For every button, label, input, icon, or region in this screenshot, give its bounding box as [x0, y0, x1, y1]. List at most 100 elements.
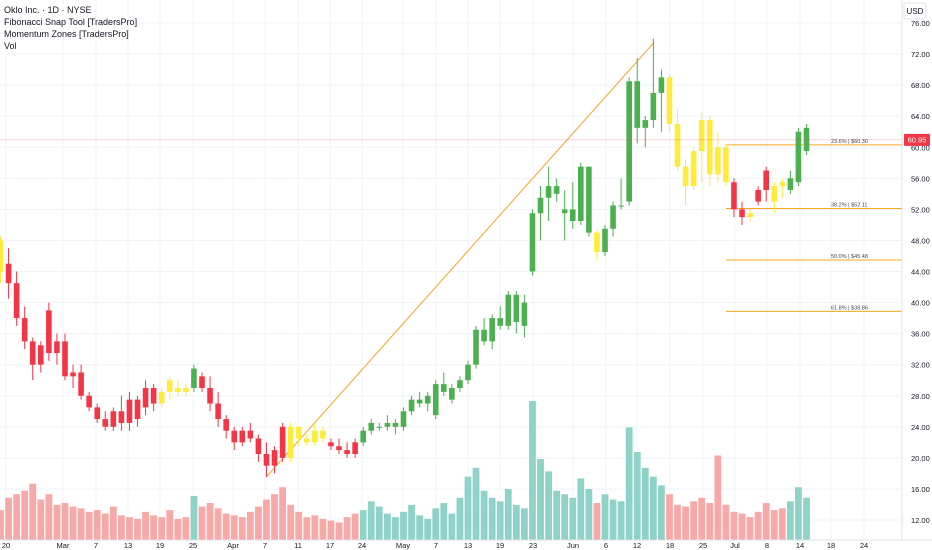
candle[interactable] [803, 123, 810, 156]
candle[interactable] [38, 341, 44, 373]
candle[interactable] [626, 77, 632, 206]
candle[interactable] [247, 422, 254, 443]
candle[interactable] [521, 294, 528, 338]
candle[interactable] [199, 372, 205, 392]
candle[interactable] [207, 376, 213, 412]
candle[interactable] [674, 108, 681, 171]
candle[interactable] [336, 438, 342, 454]
candle[interactable] [295, 426, 302, 447]
candle[interactable] [489, 314, 495, 350]
candle[interactable] [416, 391, 423, 408]
candle[interactable] [666, 73, 673, 132]
candle[interactable] [658, 69, 665, 132]
candle[interactable] [21, 306, 28, 350]
candle[interactable] [449, 384, 455, 404]
candle[interactable] [747, 209, 753, 222]
candle[interactable] [352, 438, 358, 458]
candle[interactable] [312, 422, 318, 447]
candle[interactable] [368, 419, 375, 435]
candle[interactable] [561, 189, 568, 241]
candlesticks[interactable] [0, 38, 810, 478]
candle[interactable] [78, 364, 84, 400]
candle[interactable] [0, 236, 4, 284]
candle[interactable] [432, 380, 439, 420]
candle[interactable] [441, 372, 447, 396]
currency-button[interactable] [903, 2, 927, 20]
candle[interactable] [263, 442, 270, 478]
candle[interactable] [473, 325, 479, 369]
candle[interactable] [682, 158, 689, 206]
candle[interactable] [166, 376, 173, 400]
candle[interactable] [763, 166, 769, 202]
candle[interactable] [384, 415, 391, 431]
candle[interactable] [723, 143, 729, 187]
candle[interactable] [175, 380, 181, 396]
candle[interactable] [376, 422, 383, 431]
candle[interactable] [618, 178, 624, 210]
candle[interactable] [513, 290, 520, 334]
candle[interactable] [698, 112, 705, 183]
candle[interactable] [706, 116, 713, 187]
candle[interactable] [457, 376, 463, 392]
candle[interactable] [303, 434, 310, 447]
candle[interactable] [690, 147, 697, 190]
candle[interactable] [134, 395, 141, 427]
candle[interactable] [529, 209, 536, 276]
candle[interactable] [279, 422, 286, 462]
candle[interactable] [183, 384, 189, 396]
candle[interactable] [158, 387, 165, 408]
candle[interactable] [578, 162, 584, 225]
candle[interactable] [287, 422, 294, 462]
candle[interactable] [86, 391, 92, 412]
candle[interactable] [29, 337, 36, 381]
candle[interactable] [497, 306, 504, 330]
candle[interactable] [54, 333, 60, 365]
candle[interactable] [392, 419, 399, 435]
candle[interactable] [586, 166, 592, 237]
candle[interactable] [5, 248, 12, 299]
candle[interactable] [715, 131, 721, 183]
candle[interactable] [255, 434, 262, 462]
candle[interactable] [62, 333, 68, 381]
candle[interactable] [102, 411, 109, 431]
candle[interactable] [110, 407, 117, 431]
candle[interactable] [70, 364, 76, 388]
candle[interactable] [755, 186, 761, 206]
candle[interactable] [191, 364, 197, 392]
candle[interactable] [594, 228, 600, 260]
candle[interactable] [650, 38, 657, 128]
candle[interactable] [118, 395, 125, 431]
candle[interactable] [465, 360, 471, 385]
candle[interactable] [602, 224, 608, 256]
candle[interactable] [13, 271, 20, 326]
candle[interactable] [400, 407, 407, 431]
candle[interactable] [771, 182, 778, 214]
candle[interactable] [642, 116, 649, 148]
trend-line[interactable] [265, 42, 655, 478]
candle[interactable] [553, 178, 560, 202]
candle[interactable] [320, 426, 326, 443]
indicator-volume[interactable]: Vol [4, 41, 17, 51]
candle[interactable] [328, 438, 334, 451]
candle[interactable] [481, 318, 487, 346]
candle[interactable] [239, 426, 246, 447]
candle[interactable] [150, 384, 157, 412]
candle[interactable] [142, 380, 149, 416]
candle[interactable] [795, 127, 802, 187]
candle[interactable] [360, 426, 366, 447]
candle[interactable] [215, 391, 221, 427]
indicator-fibonacci[interactable]: Fibonacci Snap Tool [TradersPro] [4, 17, 138, 27]
candle[interactable] [94, 403, 101, 423]
candle[interactable] [537, 186, 544, 241]
candle[interactable] [344, 442, 350, 458]
candle[interactable] [739, 201, 745, 225]
candle[interactable] [634, 57, 641, 144]
candle[interactable] [505, 290, 512, 330]
candle[interactable] [46, 302, 52, 361]
candle[interactable] [731, 178, 737, 218]
candle[interactable] [231, 426, 238, 451]
candle[interactable] [569, 182, 576, 229]
candle[interactable] [424, 391, 431, 412]
candle[interactable] [408, 395, 415, 416]
